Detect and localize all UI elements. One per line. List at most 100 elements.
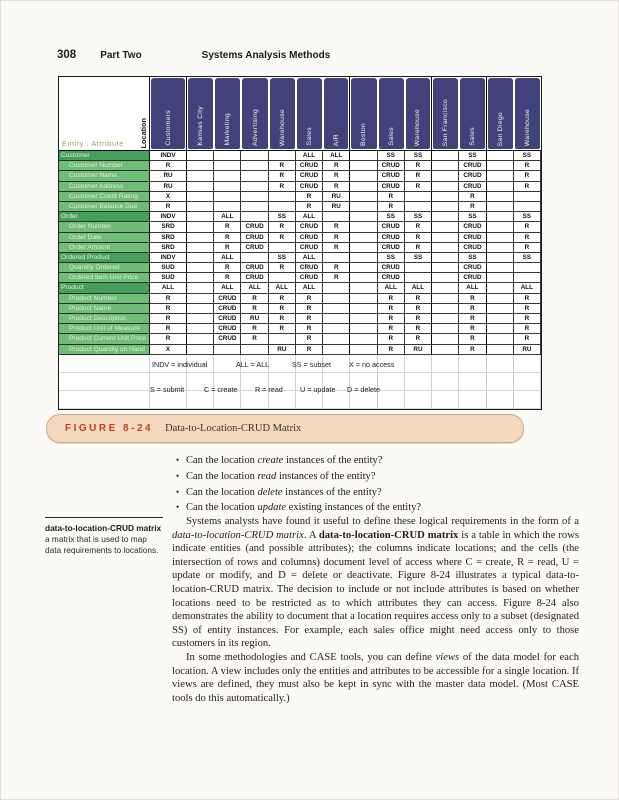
matrix-cell: R bbox=[214, 232, 242, 243]
matrix-cell: R bbox=[404, 222, 433, 233]
matrix-cell bbox=[187, 222, 215, 233]
legend-grid-cell bbox=[486, 390, 514, 409]
matrix-cell bbox=[513, 263, 541, 274]
legend-item: R = read bbox=[255, 384, 283, 394]
column-header: Kansas City bbox=[187, 77, 215, 151]
legend-grid-cell bbox=[350, 372, 378, 391]
legend-grid-cell bbox=[432, 372, 460, 391]
legend-grid-cell bbox=[59, 372, 150, 391]
body-text: Systems analysts have found it useful to… bbox=[172, 515, 579, 705]
attribute-row-label: Ordered Item Unit Price bbox=[59, 273, 150, 284]
matrix-cell bbox=[323, 212, 351, 223]
legend-grid-cell bbox=[377, 372, 405, 391]
matrix-legend: INDV = individual ALL = ALL SS = subset X =… bbox=[59, 354, 541, 409]
row-axis-label: Entity . Attribute bbox=[62, 139, 124, 148]
matrix-cell: R bbox=[513, 242, 541, 253]
column-header: Warehouse bbox=[513, 77, 541, 151]
legend-grid-cell bbox=[214, 390, 242, 409]
matrix-cell bbox=[486, 232, 514, 243]
matrix-cell: CRUD bbox=[214, 324, 242, 335]
matrix-cell: SS bbox=[268, 212, 296, 223]
matrix-cell: R bbox=[150, 293, 187, 304]
matrix-cell: RU bbox=[323, 201, 351, 213]
matrix-cell bbox=[187, 151, 215, 162]
matrix-cell: R bbox=[268, 222, 296, 233]
matrix-cell: R bbox=[295, 191, 324, 202]
matrix-cell: R bbox=[404, 324, 433, 335]
matrix-cell: R bbox=[323, 171, 351, 182]
matrix-cell bbox=[486, 151, 514, 162]
column-header: Marketing bbox=[214, 77, 242, 151]
matrix-cell bbox=[350, 212, 378, 223]
matrix-cell: ALL bbox=[241, 283, 269, 294]
matrix-cell: SS bbox=[377, 252, 405, 264]
matrix-cell bbox=[268, 334, 296, 345]
matrix-cell: R bbox=[295, 293, 324, 304]
attribute-row-label: Customer Balance Due bbox=[59, 201, 150, 213]
matrix-cell: R bbox=[404, 171, 433, 182]
matrix-cell: R bbox=[268, 303, 296, 314]
bullet-marker: • bbox=[176, 502, 180, 513]
matrix-cell: R bbox=[404, 303, 433, 314]
matrix-cell bbox=[404, 273, 433, 284]
matrix-cell bbox=[187, 201, 215, 213]
attribute-row-label: Customer Number bbox=[59, 161, 150, 172]
running-head: 308 Part Two Systems Analysis Methods bbox=[57, 45, 577, 63]
matrix-cell: SS bbox=[459, 151, 487, 162]
matrix-cell: R bbox=[404, 334, 433, 345]
crud-matrix: Entity . Attribute Location Customers Kansa… bbox=[59, 77, 541, 355]
column-header-pill: San Diego bbox=[487, 78, 513, 149]
matrix-cell: R bbox=[513, 222, 541, 233]
column-header-pill: Customers bbox=[151, 78, 185, 149]
matrix-cell: SS bbox=[513, 252, 541, 264]
matrix-cell: R bbox=[513, 293, 541, 304]
attribute-row-label: Product Unit of Measure bbox=[59, 324, 150, 335]
matrix-cell bbox=[187, 232, 215, 243]
entity-row-label: Ordered Product bbox=[59, 252, 150, 264]
matrix-cell: SUD bbox=[150, 263, 187, 274]
matrix-cell: R bbox=[377, 324, 405, 335]
attribute-row-label: Product Current Unit Price bbox=[59, 334, 150, 345]
legend-grid-cell bbox=[187, 372, 215, 391]
legend-item: SS = subset bbox=[292, 359, 331, 369]
matrix-cell: R bbox=[513, 181, 541, 192]
matrix-cell bbox=[432, 191, 460, 202]
matrix-cell bbox=[187, 324, 215, 335]
matrix-cell bbox=[187, 293, 215, 304]
matrix-cell bbox=[432, 161, 460, 172]
matrix-cell: ALL bbox=[214, 212, 242, 223]
paragraph: In some methodologies and CASE tools, yo… bbox=[172, 651, 579, 704]
attribute-row-label: Customer Credit Rating bbox=[59, 191, 150, 202]
matrix-cell: ALL bbox=[513, 283, 541, 294]
attribute-row-label: Product Quantity on Hand bbox=[59, 344, 150, 355]
matrix-cell: CRUD bbox=[295, 273, 324, 284]
legend-grid-cell bbox=[150, 390, 187, 409]
matrix-cell: R bbox=[459, 191, 487, 202]
matrix-cell: R bbox=[459, 314, 487, 325]
legend-grid bbox=[59, 354, 541, 409]
matrix-cell bbox=[214, 161, 242, 172]
bullet-marker: • bbox=[176, 455, 180, 465]
attribute-row-label: Order Number bbox=[59, 222, 150, 233]
matrix-cell: R bbox=[404, 181, 433, 192]
matrix-cell bbox=[486, 283, 514, 294]
matrix-cell: CRUD bbox=[295, 263, 324, 274]
legend-grid-cell bbox=[268, 390, 296, 409]
matrix-cell bbox=[241, 171, 269, 182]
matrix-cell: R bbox=[323, 181, 351, 192]
matrix-cell bbox=[432, 263, 460, 274]
column-header-pill: Marketing bbox=[215, 78, 241, 149]
legend-grid-cell bbox=[323, 354, 351, 373]
legend-grid-cell bbox=[350, 390, 378, 409]
legend-grid-cell bbox=[268, 354, 296, 373]
margin-note-definition: a matrix that is used to map data requir… bbox=[45, 533, 159, 555]
matrix-cell: R bbox=[150, 314, 187, 325]
matrix-cell bbox=[350, 252, 378, 264]
legend-grid-cell bbox=[486, 354, 514, 373]
matrix-cell bbox=[432, 334, 460, 345]
matrix-cell: R bbox=[323, 263, 351, 274]
legend-grid-cell bbox=[241, 354, 269, 373]
column-header: Sales bbox=[295, 77, 324, 151]
matrix-cell: RU bbox=[150, 181, 187, 192]
